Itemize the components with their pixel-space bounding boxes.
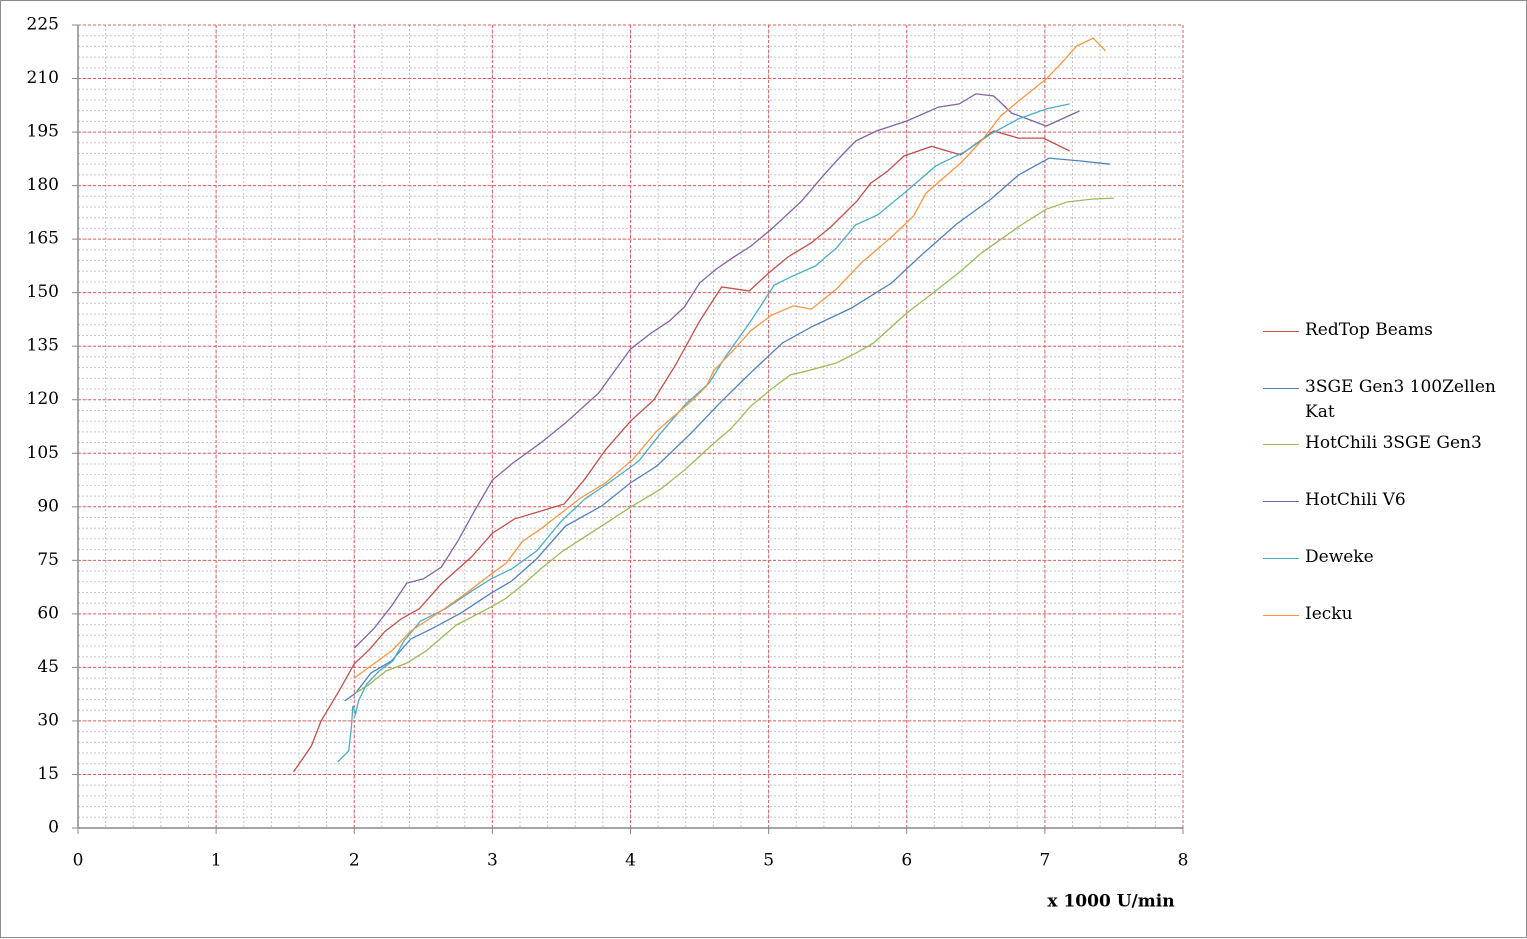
series-line	[292, 130, 1071, 773]
x-tick-label: 7	[1039, 851, 1050, 871]
legend-swatch	[1263, 501, 1299, 503]
x-tick-label: 0	[73, 851, 84, 871]
series-line	[344, 157, 1110, 702]
legend-swatch	[1263, 557, 1299, 559]
y-tick-label: 195	[27, 122, 59, 142]
series-line	[353, 93, 1080, 649]
legend-label: RedTop Beams	[1305, 320, 1433, 340]
series-line	[337, 103, 1070, 763]
y-tick-label: 210	[27, 68, 59, 88]
legend-label: Deweke	[1305, 546, 1374, 567]
y-tick-label: 60	[37, 603, 59, 623]
y-tick-label: 180	[27, 175, 59, 195]
y-tick-label: 90	[37, 496, 59, 516]
y-tick-label: 15	[37, 764, 59, 784]
series-line	[353, 37, 1107, 679]
legend-label: 3SGE Gen3 100Zellen Kat	[1305, 376, 1496, 422]
legend-swatch	[1263, 614, 1299, 616]
y-tick-label: 150	[27, 282, 59, 302]
legend-swatch	[1263, 444, 1299, 446]
legend-label: HotChili V6	[1305, 490, 1406, 511]
y-tick-label: 30	[37, 710, 59, 730]
x-tick-label: 3	[487, 851, 498, 871]
x-tick-label: 8	[1178, 851, 1189, 871]
y-tick-label: 135	[27, 336, 59, 356]
y-tick-label: 165	[27, 229, 59, 249]
y-tick-label: 75	[37, 550, 59, 570]
y-tick-label: 120	[27, 389, 59, 409]
legend-swatch	[1263, 387, 1299, 389]
y-tick-label: 105	[27, 443, 59, 463]
x-axis-title: x 1000 U/min	[1047, 892, 1174, 912]
x-tick-label: 2	[349, 851, 360, 871]
x-tick-label: 4	[625, 851, 636, 871]
legend-swatch	[1263, 331, 1299, 332]
x-tick-label: 5	[763, 851, 774, 871]
legend-label: HotChili 3SGE Gen3	[1305, 433, 1482, 454]
y-tick-label: 225	[27, 15, 59, 35]
legend-label: Iecku	[1305, 603, 1353, 624]
y-tick-label: 45	[37, 657, 59, 677]
y-tick-label: 0	[48, 818, 59, 838]
x-tick-label: 1	[211, 851, 222, 871]
x-tick-label: 6	[901, 851, 912, 871]
series-line	[355, 197, 1114, 694]
